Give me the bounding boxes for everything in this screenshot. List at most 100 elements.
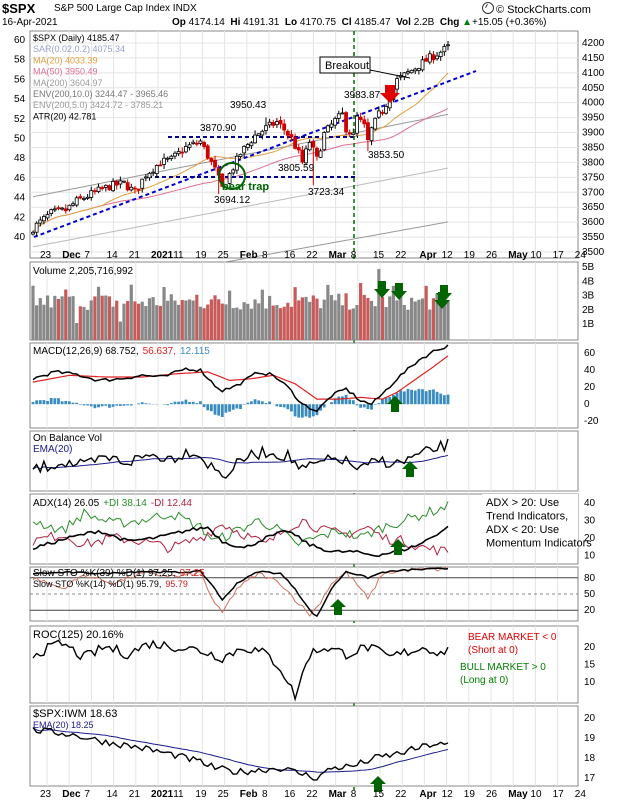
macd-histogram-bar (286, 404, 290, 410)
volume-bar (348, 309, 352, 340)
macd-histogram-bar (424, 391, 428, 405)
x-axis-label: 26 (486, 250, 498, 261)
macd-histogram-bar (231, 404, 235, 410)
macd-histogram-bar (300, 404, 304, 418)
adx-tick: 10 (584, 550, 596, 561)
macd-histogram-bar (344, 394, 348, 405)
candle-body (78, 196, 83, 199)
macd-histogram-bar (421, 389, 424, 405)
macd-histogram-bar (282, 404, 286, 408)
volume-tick: 4B (582, 276, 595, 287)
macd-histogram-bar (446, 394, 450, 405)
di-minus-line (32, 518, 449, 557)
volume-bar (198, 306, 203, 340)
macd-histogram-bar (188, 401, 191, 405)
macd-histogram-bar (279, 404, 282, 407)
x-axis-label: 8 (351, 789, 357, 800)
volume-bar (391, 285, 395, 340)
candle-body (416, 68, 421, 71)
candle-body (307, 141, 312, 151)
candle-body (442, 46, 447, 53)
ratio-legend-item: EMA(20) 18.25 (33, 720, 94, 730)
obv-legend-item: EMA(20) (33, 444, 72, 455)
price-tick-right: 3900 (582, 128, 605, 139)
volume-bar (209, 299, 213, 340)
volume-bar (224, 304, 228, 340)
ratio-ema-line (32, 727, 449, 773)
green-up-arrow-icon (390, 539, 406, 555)
x-axis-label: 21 (129, 250, 141, 261)
candle-body (187, 144, 192, 148)
price-tick-left: 52 (14, 114, 26, 125)
volume-bar (173, 300, 177, 340)
adx-legend-item: ADX(14) 26.05 (33, 498, 100, 509)
volume-bar (45, 295, 50, 340)
candle-body (264, 125, 268, 131)
macd-histogram-bar (260, 401, 264, 405)
macd-histogram-bar (235, 404, 239, 409)
price-tick-left: 40 (14, 232, 26, 243)
candle-body (336, 113, 341, 119)
volume-bar (195, 294, 199, 340)
volume-bar (107, 296, 112, 340)
volume-bar (158, 305, 163, 340)
candle-body (438, 51, 443, 57)
macd-histogram-bar (417, 388, 421, 405)
volume-bar (417, 299, 421, 340)
candle-body (227, 173, 232, 184)
symbol: $SPX (2, 1, 36, 16)
price-tick-right: 3850 (582, 142, 605, 153)
adx-tick: 20 (584, 533, 596, 544)
candle-body (285, 130, 290, 136)
volume-bar (180, 300, 184, 340)
volume-bar (431, 298, 436, 340)
stockcharts-logo-icon (482, 2, 494, 14)
roc-line (32, 639, 449, 702)
macd-histogram-bar (122, 404, 126, 406)
sto-legend-item: 97.25 (180, 568, 205, 579)
macd-histogram-bar (111, 404, 115, 407)
macd-histogram-bar (213, 404, 217, 415)
macd-histogram-bar (333, 398, 337, 405)
volume-bar (220, 303, 224, 340)
macd-histogram-bar (362, 404, 366, 408)
volume-bar (388, 296, 392, 340)
x-axis-label: 2021 (151, 789, 174, 800)
candle-body (220, 173, 225, 187)
x-axis-label: 2021 (151, 250, 174, 261)
macd-histogram-bar (304, 404, 308, 417)
adx-note-line: Momentum Indicators (486, 538, 592, 550)
macd-tick: 20 (584, 382, 596, 393)
candle-body (347, 132, 352, 135)
macd-legend-item: MACD(12,26,9) 68.752, (33, 346, 139, 357)
high-label: Hi (230, 17, 241, 28)
price-tick-right: 4050 (582, 83, 605, 94)
obv-legend-item: On Balance Vol (33, 433, 102, 444)
green-up-arrow-icon (370, 776, 386, 792)
volume-bar (213, 295, 217, 340)
macd-histogram-bar (75, 402, 79, 405)
candle-body (275, 121, 279, 126)
macd-histogram-bar (137, 403, 140, 405)
macd-histogram-bar (253, 399, 257, 405)
candle-body (202, 142, 206, 147)
volume-bar (227, 290, 232, 340)
volume-bar (402, 304, 406, 340)
volume-bar (326, 284, 330, 340)
macd-histogram-bar (126, 404, 130, 406)
macd-histogram-bar (82, 404, 86, 406)
candle-body (351, 132, 356, 136)
volume-bar (409, 297, 414, 340)
volume-bar (67, 296, 72, 340)
volume-bar (399, 294, 403, 340)
macd-histogram-bar (330, 402, 333, 405)
candle-body (242, 146, 247, 154)
macd-histogram-bar (89, 404, 93, 407)
price-legend-item: ATR(20) 42.781 (33, 111, 96, 121)
candle-body (344, 112, 348, 133)
obv-line (32, 438, 449, 479)
x-axis-label: 19 (195, 789, 207, 800)
candle-body (325, 125, 330, 133)
candle-body (194, 142, 199, 145)
